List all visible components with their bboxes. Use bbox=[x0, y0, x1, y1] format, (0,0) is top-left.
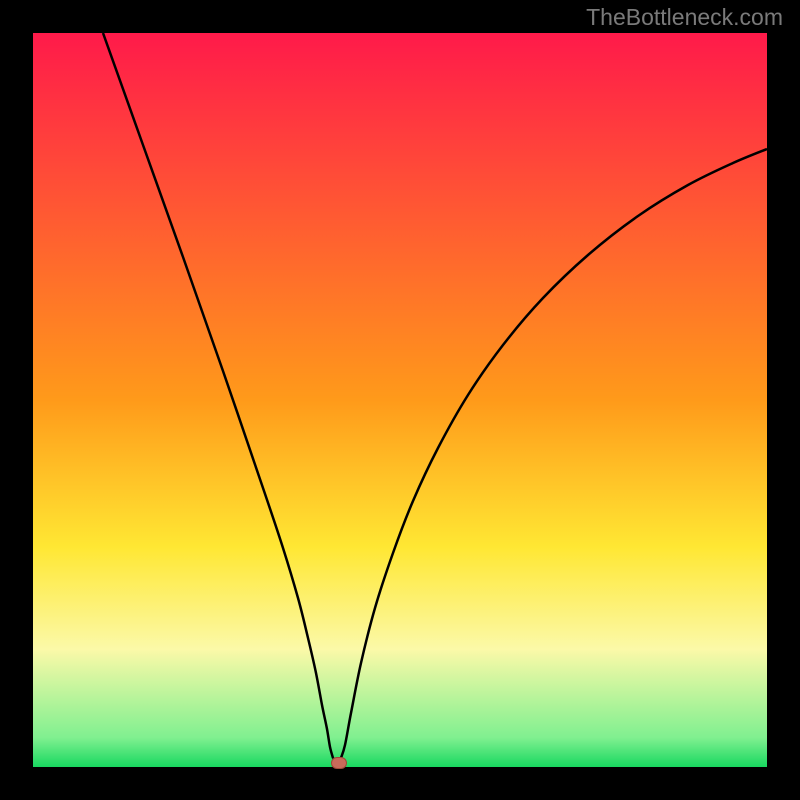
curve-right-branch bbox=[341, 149, 767, 758]
watermark-text: TheBottleneck.com bbox=[586, 4, 783, 31]
curve-left-branch bbox=[103, 33, 333, 758]
curve-svg bbox=[33, 33, 767, 767]
minimum-marker bbox=[331, 757, 347, 769]
